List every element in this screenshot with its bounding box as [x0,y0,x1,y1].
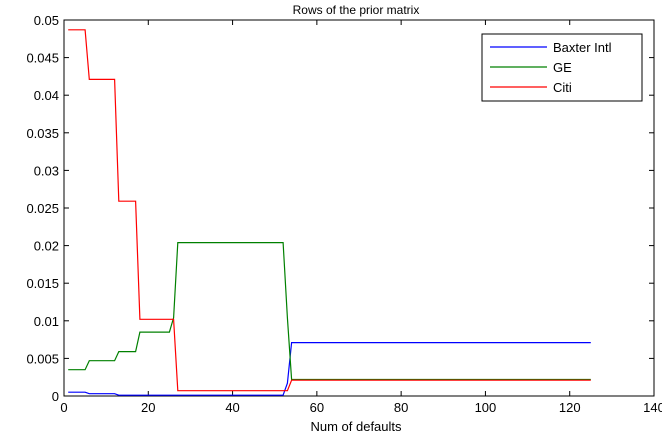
y-tick-label: 0.035 [26,126,59,141]
y-tick-label: 0.03 [34,163,59,178]
series-line-citi [68,29,591,392]
series-line-ge [68,242,591,381]
x-tick-label: 60 [310,400,324,415]
legend-label: Baxter Intl [553,40,612,55]
y-tick-label: 0.01 [34,314,59,329]
axis-ticks [63,19,655,397]
x-tick-label: 140 [643,400,662,415]
y-tick-label: 0.005 [26,351,59,366]
y-tick-label: 0.02 [34,239,59,254]
y-tick-label: 0.015 [26,276,59,291]
y-tick-label: 0 [52,389,59,404]
y-tick-label: 0.04 [34,88,59,103]
x-tick-label: 20 [141,400,155,415]
x-tick-label: 100 [475,400,497,415]
legend-label: Citi [553,80,572,95]
legend-label: GE [553,60,572,75]
chart-title: Rows of the prior matrix [293,3,420,17]
legend: Baxter Intl GE Citi [481,33,643,102]
x-axis-label: Num of defaults [310,419,402,434]
y-tick-label: 0.025 [26,201,59,216]
y-tick-label: 0.045 [26,51,59,66]
series-lines [68,29,591,396]
x-tick-label: 80 [394,400,408,415]
series-line-baxter-intl [68,342,591,396]
x-tick-label: 40 [225,400,239,415]
y-tick-label: 0.05 [34,13,59,28]
axis-tick-labels: 0 20 40 60 80 100 120 140 0 0.005 0.01 0.015 0.02 0.0… [26,13,662,415]
x-tick-label: 120 [559,400,581,415]
x-tick-label: 0 [60,400,67,415]
